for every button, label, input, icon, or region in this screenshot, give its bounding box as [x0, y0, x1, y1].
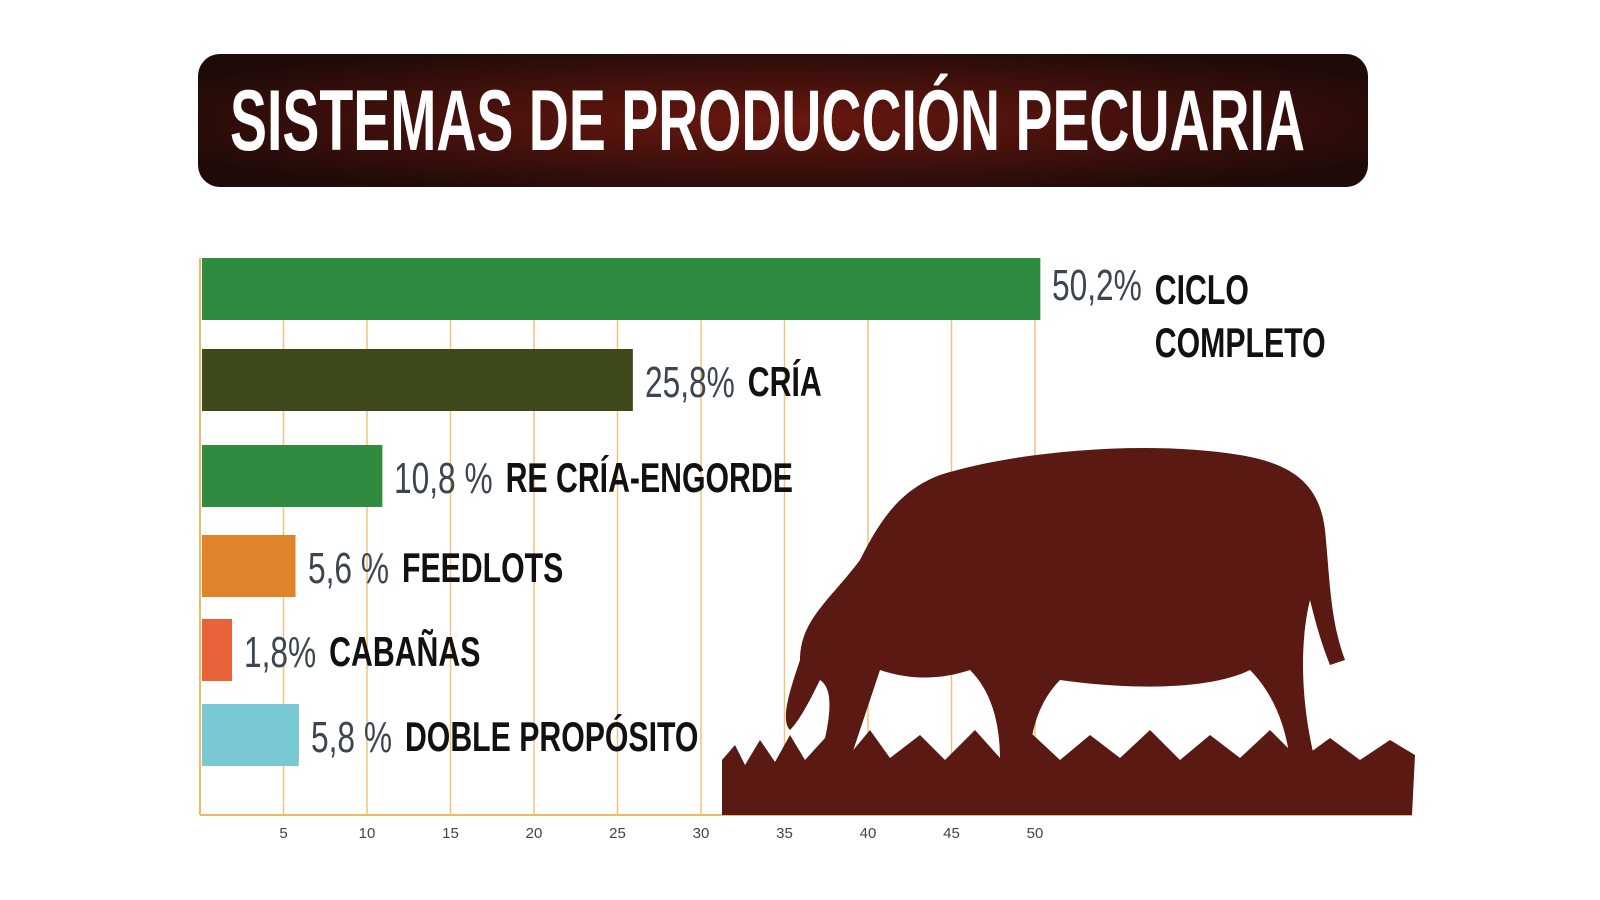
- category-label: CICLO COMPLETO: [1155, 266, 1326, 366]
- bar-label: 5,6 % FEEDLOTS: [308, 547, 563, 591]
- x-tick-label: 50: [1027, 825, 1044, 842]
- x-tick-label: 10: [359, 825, 376, 842]
- x-tick-label: 35: [776, 825, 793, 842]
- category-label: CRÍA: [747, 358, 822, 405]
- bar-label: 1,8% CABAÑAS: [244, 631, 480, 675]
- category-label: FEEDLOTS: [401, 544, 563, 591]
- bar: [202, 535, 296, 597]
- x-tick-label: 30: [693, 825, 710, 842]
- category-label: CABAÑAS: [329, 628, 481, 675]
- value-label: 5,6 %: [307, 544, 389, 593]
- bar-label: 50,2% CICLO COMPLETO: [1052, 264, 1335, 369]
- x-tick-label: 40: [860, 825, 877, 842]
- bar: [202, 619, 233, 681]
- value-label: 50,2%: [1052, 261, 1143, 310]
- x-tick-label: 45: [943, 825, 960, 842]
- category-label: RE CRÍA-ENGORDE: [505, 454, 794, 501]
- bar-label: 25,8% CRÍA: [645, 361, 822, 405]
- bar-label: 5,8 % DOBLE PROPÓSITO: [311, 716, 698, 760]
- bar-label: 10,8 % RE CRÍA-ENGORDE: [394, 457, 793, 501]
- chart-title: SISTEMAS DE PRODUCCIÓN PECUARIA: [230, 73, 1305, 169]
- x-tick-label: 5: [279, 825, 287, 842]
- x-tick-label: 15: [442, 825, 459, 842]
- bar: [202, 349, 633, 411]
- title-banner: [198, 54, 1368, 187]
- bar: [202, 258, 1041, 320]
- value-label: 5,8 %: [310, 713, 392, 762]
- value-label: 25,8%: [644, 358, 735, 407]
- x-tick-label: 20: [526, 825, 543, 842]
- bar: [202, 704, 299, 766]
- cow-illustration: [722, 447, 1415, 815]
- bar: [202, 445, 383, 507]
- category-label: DOBLE PROPÓSITO: [404, 713, 699, 760]
- value-label: 1,8%: [244, 628, 317, 677]
- value-label: 10,8 %: [394, 454, 493, 503]
- x-tick-label: 25: [609, 825, 626, 842]
